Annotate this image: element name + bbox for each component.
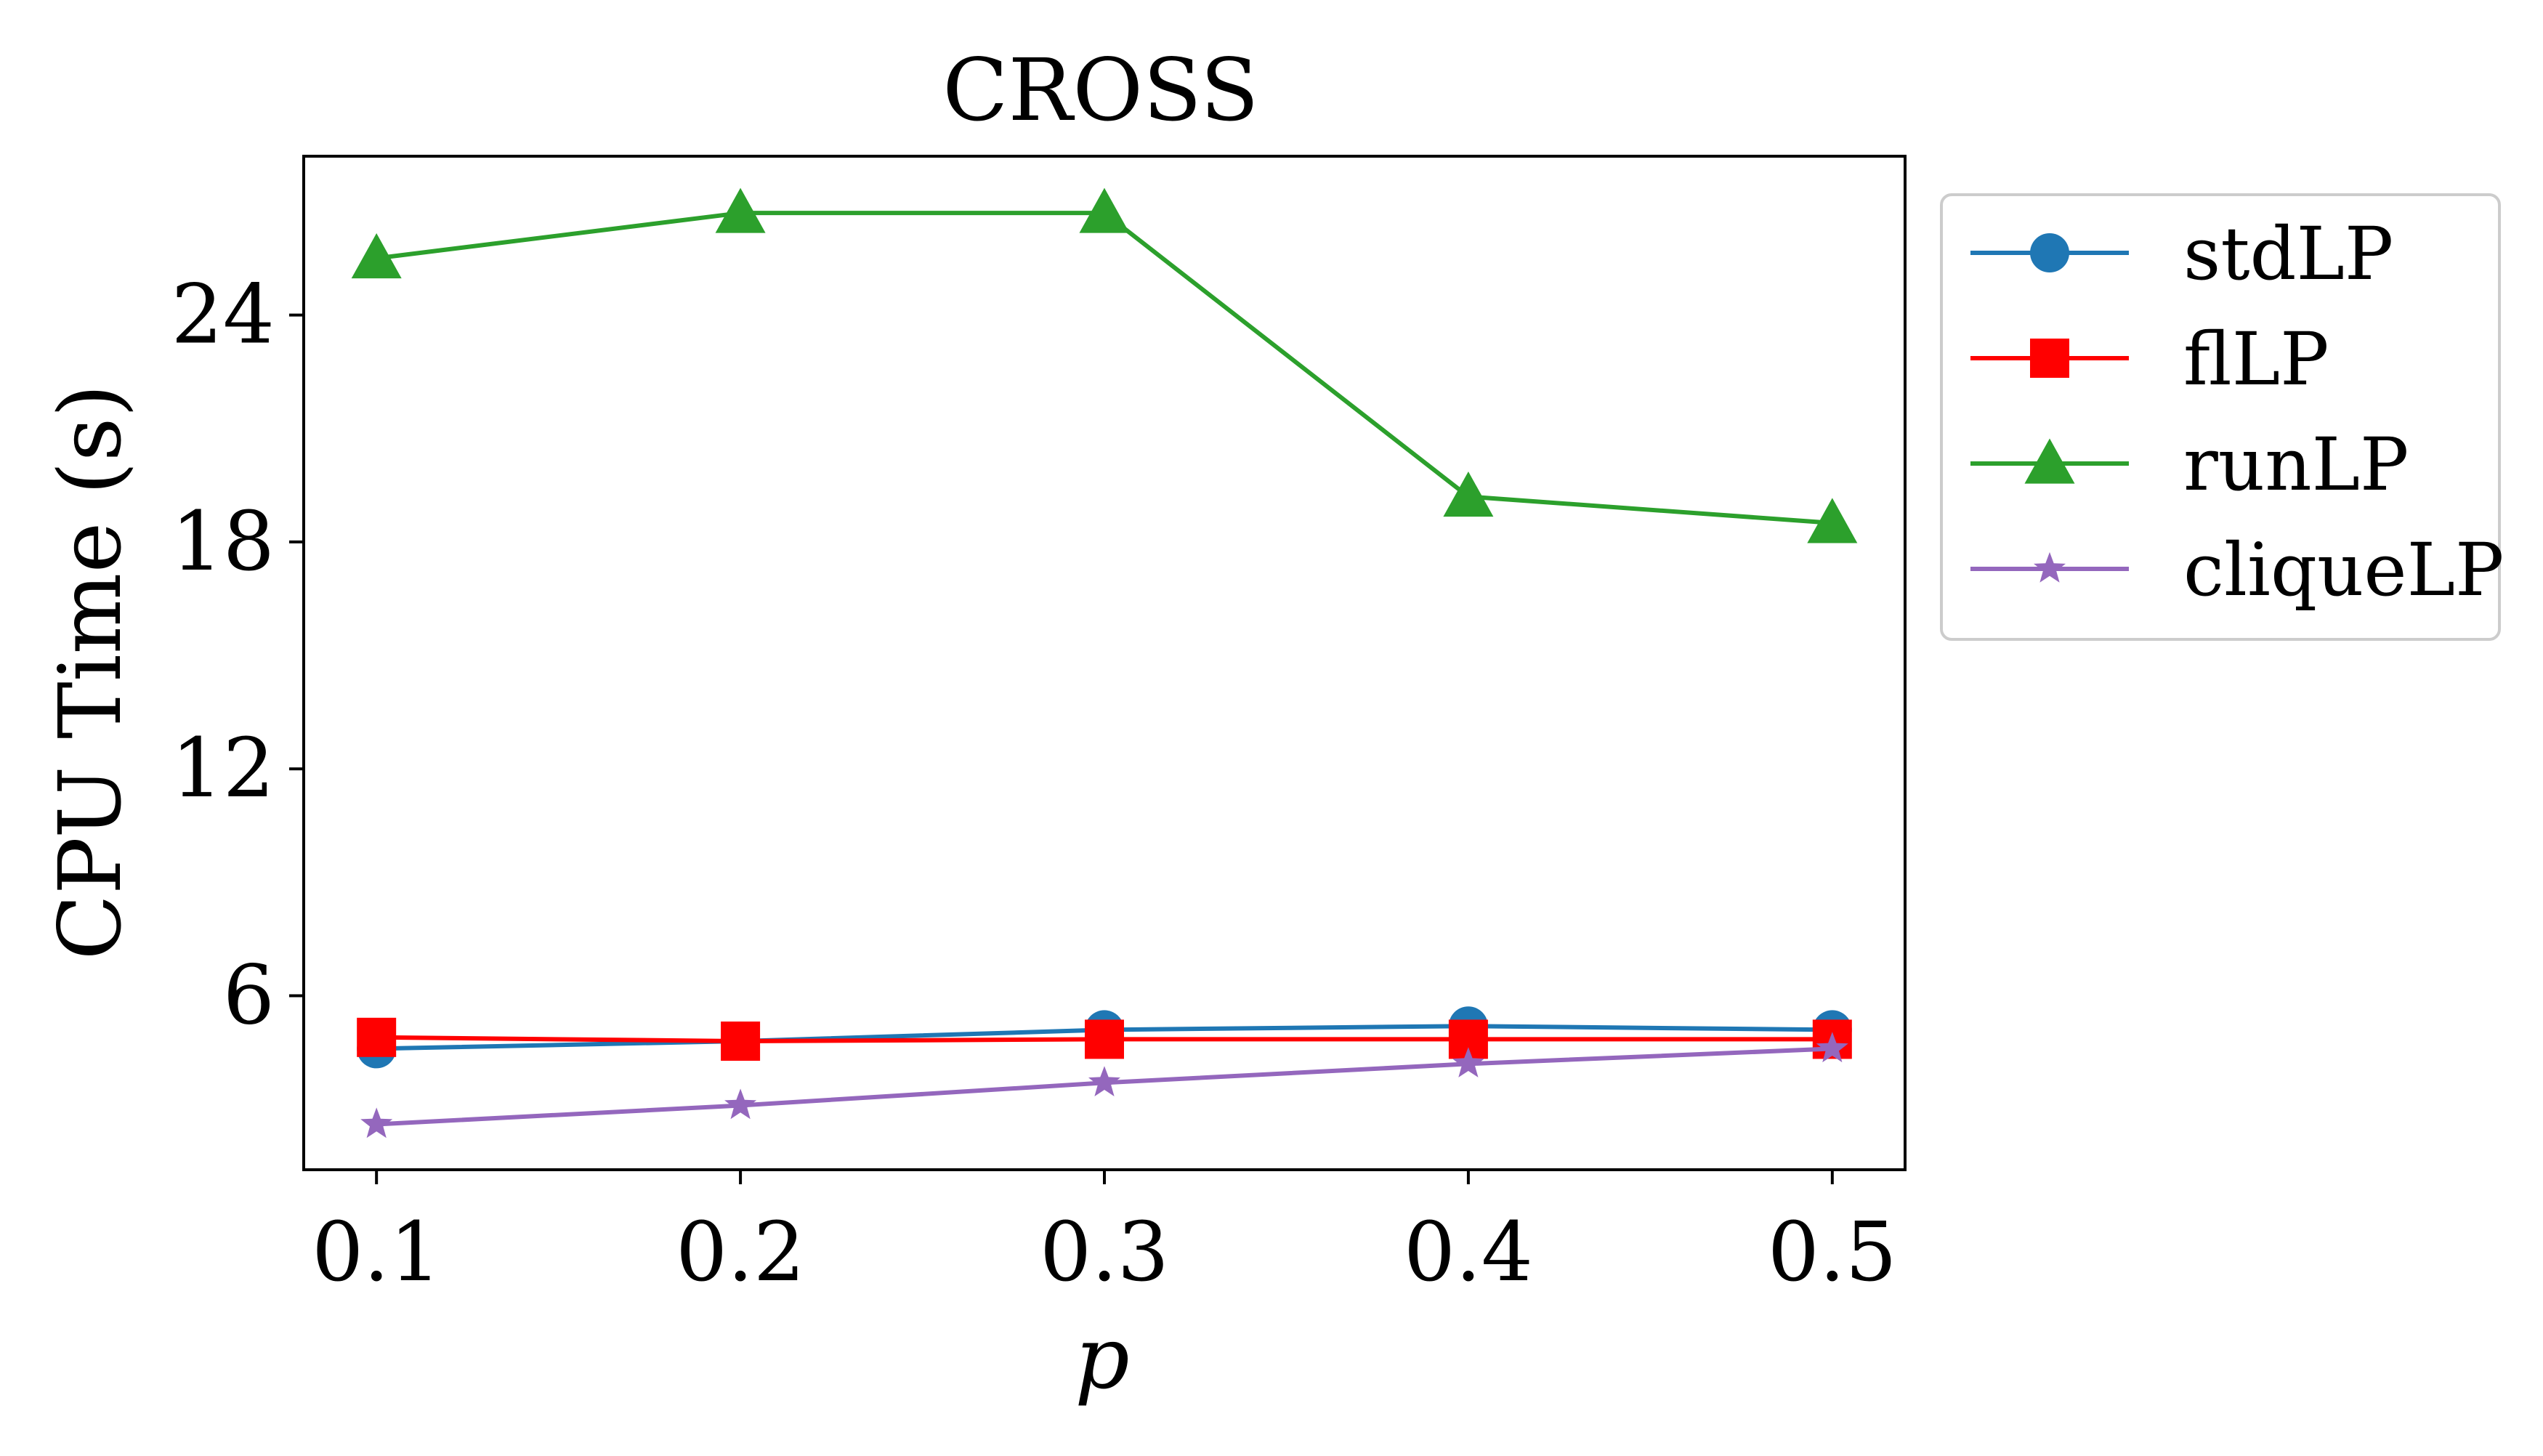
- legend-item-flLP: flLP: [1970, 317, 2329, 402]
- legend-item-cliqueLP: cliqueLP: [1970, 527, 2504, 612]
- y-tick-label-1: 6: [223, 949, 275, 1043]
- data-point-runLP-3: [1079, 187, 1130, 233]
- y-tick-label-3: 18: [171, 495, 275, 589]
- plot-layer: 0.1 0.2 0.3 0.4 0.5 6 12 18 24 stdLP flLP runLP cliq…: [171, 155, 2504, 1300]
- x-tick-label-4: 0.4: [1404, 1205, 1533, 1300]
- data-point-runLP-1: [351, 233, 402, 279]
- legend-label-runLP: runLP: [2183, 422, 2409, 507]
- legend-marker-stdLP: [2030, 233, 2069, 272]
- y-tick-label-2: 12: [171, 721, 275, 816]
- legend-marker-cliqueLP: [2034, 551, 2066, 583]
- series-cliqueLP: [360, 1032, 1848, 1138]
- y-tick-label-4: 24: [171, 268, 275, 363]
- data-point-cliqueLP-3: [1088, 1066, 1120, 1096]
- series-runLP: [351, 187, 1858, 543]
- data-point-runLP-2: [715, 187, 766, 233]
- data-point-flLP-1: [357, 1017, 397, 1057]
- chart-title: CROSS: [942, 40, 1258, 140]
- legend: stdLP flLP runLP cliqueLP: [1940, 193, 2504, 641]
- data-point-cliqueLP-5: [1816, 1032, 1848, 1063]
- series-line-runLP: [376, 211, 1833, 525]
- legend-label-flLP: flLP: [2183, 317, 2329, 402]
- data-point-cliqueLP-4: [1452, 1047, 1484, 1077]
- legend-marker-runLP: [2024, 438, 2075, 484]
- legend-item-runLP: runLP: [1970, 422, 2409, 507]
- x-tick-label-5: 0.5: [1768, 1205, 1897, 1300]
- x-tick-label-2: 0.2: [676, 1205, 805, 1300]
- legend-box: [1940, 193, 2501, 641]
- legend-label-stdLP: stdLP: [2183, 211, 2393, 296]
- legend-item-stdLP: stdLP: [1970, 211, 2393, 296]
- data-point-flLP-2: [721, 1022, 761, 1061]
- series-flLP: [357, 1017, 1852, 1061]
- data-point-flLP-3: [1085, 1019, 1124, 1059]
- x-axis-label: p: [1075, 1308, 1130, 1408]
- legend-marker-flLP: [2030, 339, 2069, 378]
- data-point-runLP-4: [1443, 471, 1494, 517]
- data-point-cliqueLP-1: [360, 1107, 393, 1138]
- x-tick-label-3: 0.3: [1040, 1205, 1169, 1300]
- legend-label-cliqueLP: cliqueLP: [2183, 527, 2504, 612]
- x-tick-label-1: 0.1: [312, 1205, 441, 1300]
- data-point-runLP-5: [1807, 498, 1858, 543]
- y-axis-label: CPU Time (s): [40, 384, 140, 960]
- data-point-cliqueLP-2: [724, 1088, 757, 1120]
